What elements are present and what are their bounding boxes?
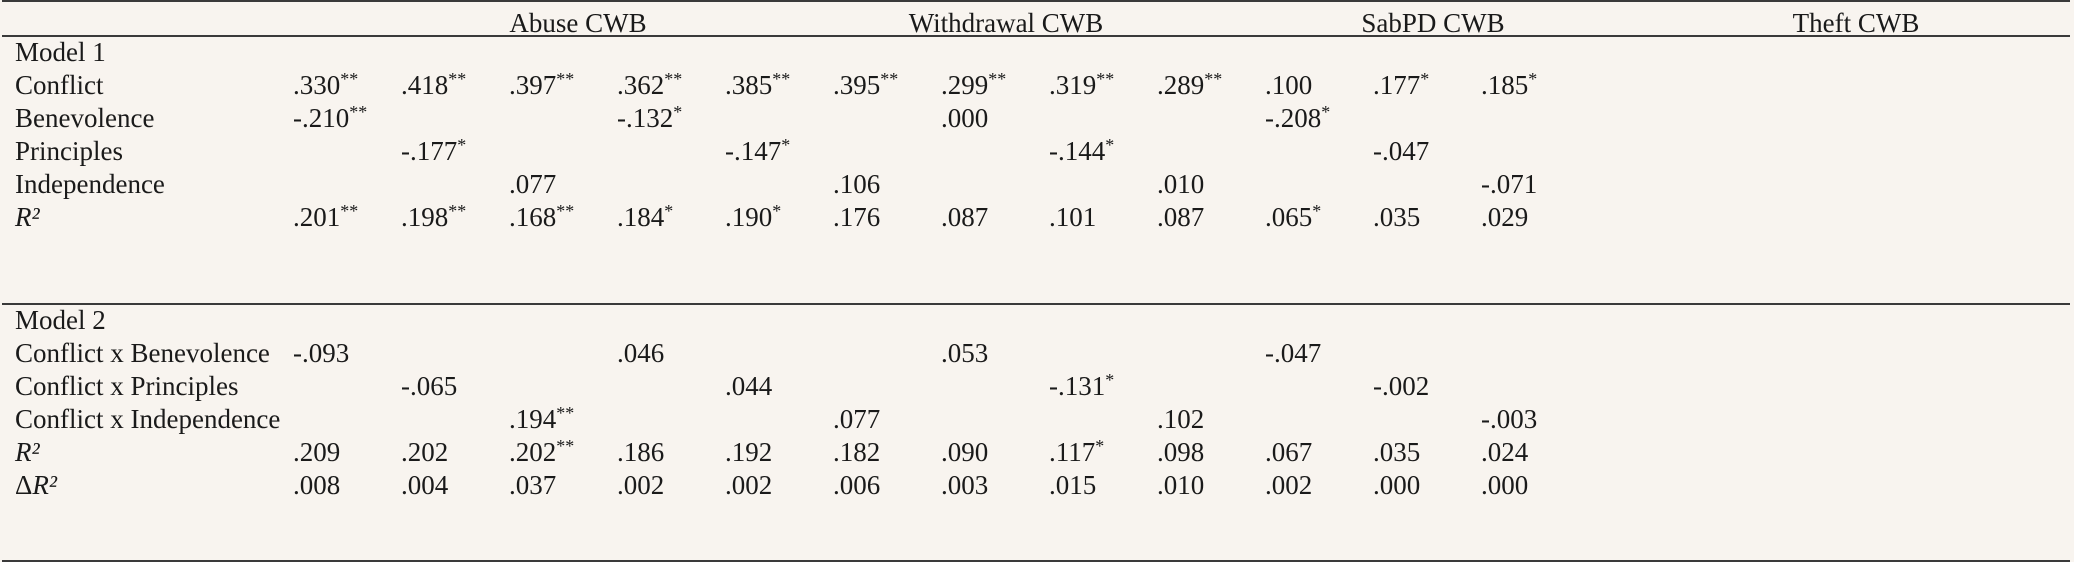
- table-cell: .029: [1481, 202, 1529, 232]
- table-cell: .397**: [509, 69, 575, 100]
- table-rule: [2, 560, 2070, 562]
- table-rule: [2, 0, 2070, 2]
- row-label: Conflict x Benevolence: [15, 338, 270, 368]
- row-label: Conflict: [15, 70, 104, 100]
- table-cell: .035: [1373, 202, 1421, 232]
- table-cell: .053: [941, 338, 989, 368]
- table-cell: .098: [1157, 437, 1205, 467]
- table-cell: .185*: [1481, 69, 1538, 100]
- table-cell: .000: [1373, 470, 1421, 500]
- table-cell: .004: [401, 470, 449, 500]
- table-cell: .385**: [725, 69, 791, 100]
- table-cell: .006: [833, 470, 881, 500]
- table-cell: .184*: [617, 201, 674, 232]
- table-cell: .002: [725, 470, 773, 500]
- table-cell: .202: [401, 437, 449, 467]
- table-cell: .299**: [941, 69, 1007, 100]
- table-cell: .176: [833, 202, 881, 232]
- table-cell: .201**: [293, 201, 359, 232]
- table-cell: -.071: [1481, 169, 1538, 199]
- table-cell: .087: [941, 202, 989, 232]
- table-cell: -.047: [1373, 136, 1430, 166]
- row-label: R²: [15, 437, 40, 467]
- table-cell: .044: [725, 371, 773, 401]
- row-label: R²: [15, 202, 40, 232]
- table-cell: .182: [833, 437, 881, 467]
- table-cell: .010: [1157, 169, 1205, 199]
- table-cell: .077: [509, 169, 557, 199]
- table-cell: .202**: [509, 436, 575, 467]
- row-label: Conflict x Independence: [15, 404, 281, 434]
- table-cell: -.210**: [293, 102, 368, 133]
- row-label: ΔR²: [15, 470, 57, 500]
- table-cell: .077: [833, 404, 881, 434]
- row-label: Independence: [15, 169, 165, 199]
- table-cell: .319**: [1049, 69, 1115, 100]
- table-cell: .209: [293, 437, 341, 467]
- row-label: Conflict x Principles: [15, 371, 239, 401]
- table-cell: .008: [293, 470, 341, 500]
- table-cell: .000: [1481, 470, 1529, 500]
- table-cell: -.177*: [401, 135, 467, 166]
- table-cell: -.065: [401, 371, 458, 401]
- table-cell: -.132*: [617, 102, 683, 133]
- table-cell: .190*: [725, 201, 782, 232]
- table-cell: .010: [1157, 470, 1205, 500]
- table-cell: .035: [1373, 437, 1421, 467]
- table-cell: .067: [1265, 437, 1313, 467]
- column-group-header: SabPD CWB: [1361, 8, 1505, 38]
- section-title: Model 1: [15, 37, 106, 67]
- table-cell: -.002: [1373, 371, 1430, 401]
- table-cell: .198**: [401, 201, 467, 232]
- column-group-header: Abuse CWB: [509, 8, 647, 38]
- table-cell: .194**: [509, 403, 575, 434]
- table-cell: .330**: [293, 69, 359, 100]
- table-cell: .395**: [833, 69, 899, 100]
- table-cell: .000: [941, 103, 989, 133]
- table-cell: .106: [833, 169, 881, 199]
- table-cell: -.047: [1265, 338, 1322, 368]
- table-cell: .065*: [1265, 201, 1322, 232]
- row-label: Benevolence: [15, 103, 155, 133]
- table-cell: -.093: [293, 338, 350, 368]
- table-cell: .177*: [1373, 69, 1430, 100]
- table-cell: .100: [1265, 70, 1313, 100]
- table-rule: [2, 35, 2070, 37]
- table-cell: .418**: [401, 69, 467, 100]
- table-cell: .289**: [1157, 69, 1223, 100]
- table-cell: .101: [1049, 202, 1097, 232]
- table-cell: -.208*: [1265, 102, 1331, 133]
- table-cell: -.144*: [1049, 135, 1115, 166]
- section-title: Model 2: [15, 305, 106, 335]
- table-cell: .003: [941, 470, 989, 500]
- table-cell: .002: [617, 470, 665, 500]
- table-cell: .090: [941, 437, 989, 467]
- table-cell: .015: [1049, 470, 1097, 500]
- table-cell: .168**: [509, 201, 575, 232]
- table-cell: .002: [1265, 470, 1313, 500]
- table-cell: -.003: [1481, 404, 1538, 434]
- column-group-header: Theft CWB: [1792, 8, 1920, 38]
- table-cell: .087: [1157, 202, 1205, 232]
- table-cell: .362**: [617, 69, 683, 100]
- table-cell: .192: [725, 437, 773, 467]
- table-cell: .046: [617, 338, 665, 368]
- table-cell: .186: [617, 437, 665, 467]
- table-cell: .024: [1481, 437, 1529, 467]
- column-group-header: Withdrawal CWB: [908, 8, 1104, 38]
- table-cell: .102: [1157, 404, 1205, 434]
- table-cell: -.131*: [1049, 370, 1115, 401]
- table-rule: [2, 303, 2070, 305]
- row-label: Principles: [15, 136, 123, 166]
- table-cell: -.147*: [725, 135, 791, 166]
- table-cell: .037: [509, 470, 557, 500]
- table-cell: .117*: [1049, 436, 1105, 467]
